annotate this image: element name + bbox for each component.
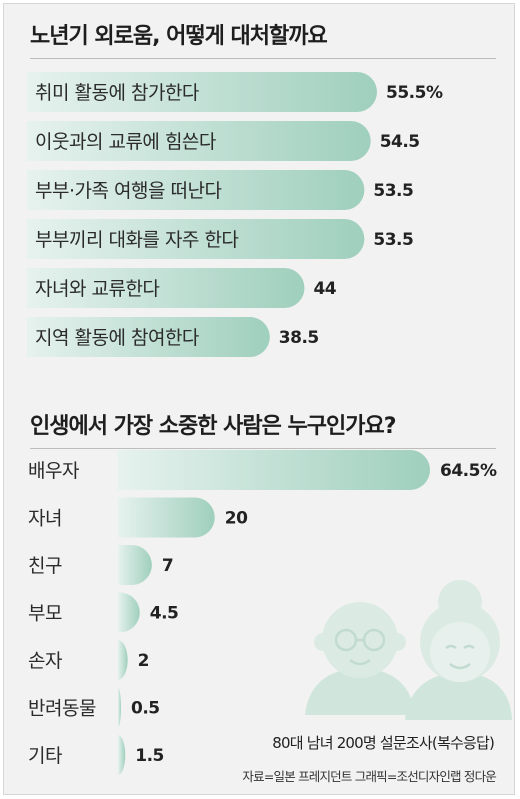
- chart1-bar: [27, 219, 365, 259]
- chart1-bar: [27, 317, 270, 357]
- chart2-category-label: 친구: [28, 555, 62, 577]
- chart2-value-label: 1.5: [135, 746, 164, 766]
- chart1-bar: [27, 72, 377, 112]
- chart1-value-label: 44: [313, 279, 336, 299]
- survey-note: 80대 남녀 200명 설문조사(복수응답): [272, 734, 495, 752]
- chart2-title-divider: [30, 448, 496, 449]
- chart1-bar: [27, 121, 371, 161]
- chart2-category-label: 배우자: [28, 460, 79, 482]
- chart2-bar: [118, 545, 152, 585]
- chart2-category-label: 반려동물: [28, 698, 96, 720]
- chart2-category-label: 손자: [28, 650, 62, 672]
- chart2-value-label: 4.5: [150, 604, 179, 624]
- chart2-value-label: 20: [225, 509, 248, 529]
- chart2-bar: [118, 640, 128, 680]
- chart1-value-label: 55.5%: [386, 83, 443, 103]
- chart2-category-label: 자녀: [28, 508, 62, 530]
- grandmother-figure: [405, 580, 512, 720]
- chart1-category-label: 이웃과의 교류에 힘쓴다: [35, 131, 216, 153]
- chart1-value-label: 38.5: [279, 328, 319, 348]
- chart2-bar: [118, 450, 430, 490]
- chart2-value-label: 7: [162, 556, 173, 576]
- chart2-category-label: 부모: [28, 603, 62, 625]
- chart1-value-label: 53.5: [373, 230, 413, 250]
- grandfather-figure: [305, 602, 415, 715]
- chart2-title: 인생에서 가장 소중한 사람은 누구인가요?: [30, 414, 396, 439]
- chart1-category-label: 지역 활동에 참여한다: [35, 327, 199, 349]
- chart2-category-label: 기타: [28, 745, 62, 767]
- chart2-value-label: 0.5: [131, 699, 160, 719]
- chart2-bar: [118, 497, 215, 538]
- chart2-bars: 배우자 64.5% 자녀 20 친구 7 부모 4.5 손자 2 반려동물 0.5 기타 1.5: [28, 450, 497, 775]
- chart1-value-label: 53.5: [373, 181, 413, 201]
- chart1-title-divider: [30, 58, 496, 59]
- chart2-bar: [118, 687, 122, 728]
- chart2-bar: [118, 592, 140, 633]
- chart1-bar: [27, 268, 305, 308]
- chart1-category-label: 취미 활동에 참가한다: [35, 82, 199, 104]
- chart1-category-label: 부부·가족 여행을 떠난다: [35, 180, 221, 202]
- chart1-value-label: 54.5: [380, 132, 420, 152]
- chart2-value-label: 64.5%: [440, 461, 497, 481]
- chart1-bar: [27, 170, 365, 210]
- chart2-bar: [118, 735, 126, 775]
- chart1-category-label: 부부끼리 대화를 자주 한다: [35, 229, 238, 251]
- chart2-value-label: 2: [138, 651, 149, 671]
- source-credit: 자료=일본 프레지던트 그래픽=조선디자인랩 정다운: [242, 769, 496, 784]
- chart1-title: 노년기 외로움, 어떻게 대처할까요: [30, 24, 328, 49]
- chart1-bars: 취미 활동에 참가한다 55.5% 이웃과의 교류에 힘쓴다 54.5 부부·가족 여행…: [27, 72, 443, 357]
- elderly-couple-illustration: [305, 580, 512, 720]
- chart1-category-label: 자녀와 교류한다: [35, 278, 159, 300]
